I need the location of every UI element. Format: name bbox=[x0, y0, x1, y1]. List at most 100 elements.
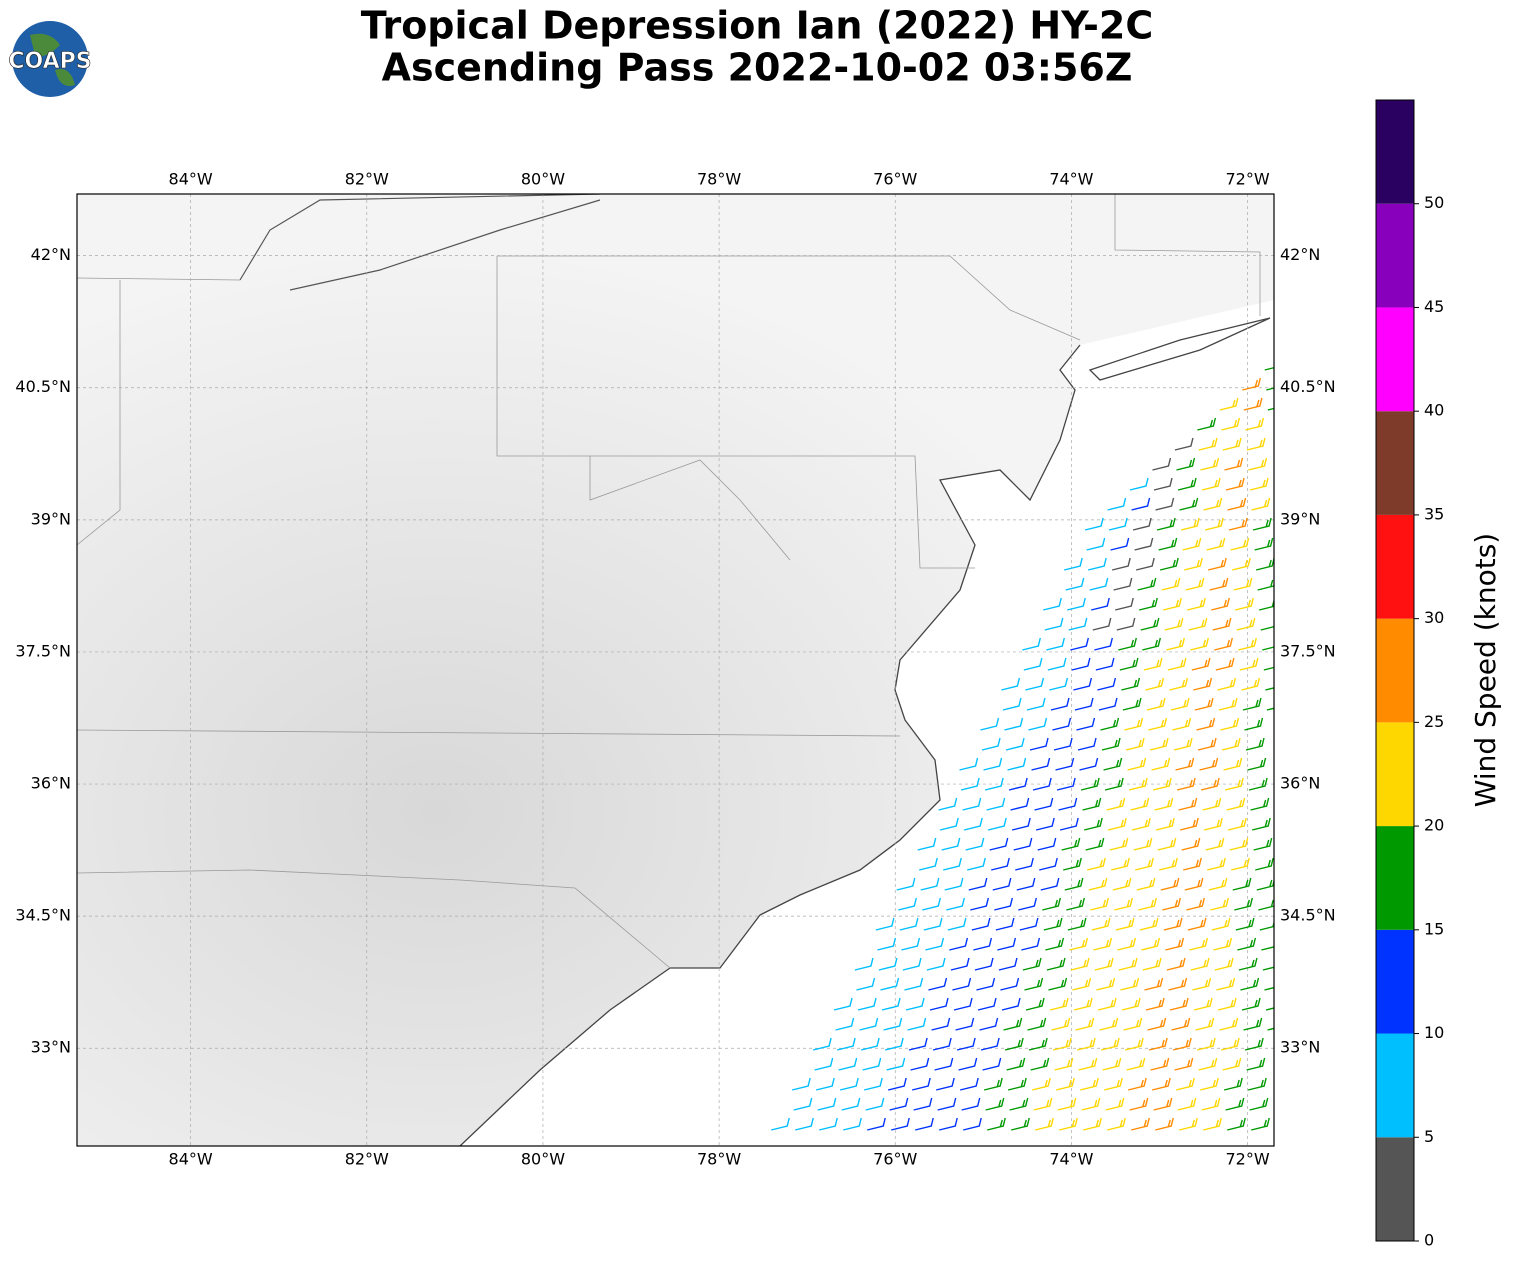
wind-barb bbox=[1052, 717, 1072, 731]
wind-barb bbox=[950, 957, 970, 971]
wind-barb bbox=[1118, 637, 1137, 651]
colorbar-tick-label: 0 bbox=[1424, 1231, 1434, 1250]
wind-barb bbox=[1161, 577, 1181, 591]
wind-barb bbox=[994, 897, 1013, 911]
x-tick-label: 74°W bbox=[1049, 170, 1093, 189]
wind-barb bbox=[1241, 677, 1261, 691]
wind-barb bbox=[1004, 1037, 1024, 1051]
wind-barb bbox=[1138, 897, 1157, 911]
wind-barb bbox=[1042, 897, 1061, 911]
y-tick-label: 36°N bbox=[31, 774, 71, 793]
wind-barb bbox=[1258, 899, 1274, 911]
wind-barb bbox=[1035, 1117, 1054, 1131]
wind-barb bbox=[1178, 797, 1198, 811]
wind-barb bbox=[1035, 817, 1055, 831]
wind-barb bbox=[1137, 577, 1157, 591]
wind-barb bbox=[1255, 857, 1274, 871]
wind-barb bbox=[1226, 797, 1246, 811]
wind-barb bbox=[1128, 777, 1148, 791]
wind-barb bbox=[1189, 937, 1209, 951]
long-island bbox=[1088, 317, 1271, 381]
wind-barb bbox=[1176, 457, 1196, 471]
wind-barb bbox=[1132, 517, 1152, 531]
wind-barb bbox=[1046, 637, 1065, 651]
y-tick-label: 37.5°N bbox=[1280, 641, 1336, 660]
wind-barb bbox=[1006, 1057, 1026, 1071]
wind-barb bbox=[1203, 1117, 1222, 1131]
colorbar-segment bbox=[1376, 100, 1414, 204]
wind-barb bbox=[1200, 457, 1220, 471]
wind-barb bbox=[1115, 917, 1135, 931]
wind-barb bbox=[1179, 1117, 1198, 1131]
wind-barb bbox=[908, 1037, 928, 1051]
colorbar-tick-label: 15 bbox=[1424, 919, 1444, 938]
colorbar-tick-label: 45 bbox=[1424, 297, 1444, 316]
wind-barb bbox=[1071, 657, 1091, 671]
wind-barb bbox=[1111, 857, 1130, 871]
wind-barb bbox=[1243, 1017, 1263, 1031]
wind-barb bbox=[815, 1077, 835, 1091]
wind-barb bbox=[1242, 697, 1262, 711]
wind-barb bbox=[833, 997, 853, 1011]
wind-barb bbox=[1158, 537, 1178, 551]
wind-barb bbox=[987, 817, 1007, 831]
wind-barb bbox=[1193, 677, 1213, 691]
x-tick-label: 80°W bbox=[521, 1150, 565, 1169]
wind-barb bbox=[1072, 977, 1092, 991]
wind-barb bbox=[1063, 557, 1083, 571]
wind-barb bbox=[1105, 1097, 1125, 1111]
wind-barb bbox=[1110, 537, 1130, 551]
wind-barb bbox=[1114, 897, 1133, 911]
wind-barb bbox=[1095, 657, 1115, 671]
wind-barb bbox=[1123, 1017, 1143, 1031]
wind-barb bbox=[1244, 1037, 1264, 1051]
wind-barb bbox=[1148, 1037, 1168, 1051]
wind-barb bbox=[1248, 457, 1268, 471]
wind-barb bbox=[1029, 737, 1049, 751]
title-line: Ascending Pass 2022-10-02 03:56Z bbox=[382, 46, 1133, 90]
wind-barb bbox=[1231, 857, 1250, 871]
wind-barb bbox=[1067, 597, 1086, 611]
wind-barb bbox=[1046, 957, 1066, 971]
wind-barb bbox=[1049, 997, 1069, 1011]
wind-barb bbox=[1107, 1117, 1126, 1131]
wind-barb bbox=[1097, 677, 1117, 691]
wind-barb bbox=[987, 1117, 1006, 1131]
wind-barb bbox=[1206, 537, 1226, 551]
wind-barb bbox=[1216, 977, 1236, 991]
wind-barb bbox=[1056, 777, 1076, 791]
wind-barb bbox=[1245, 417, 1265, 431]
wind-barb bbox=[1241, 997, 1261, 1011]
wind-barb bbox=[1049, 677, 1069, 691]
wind-barb bbox=[1251, 497, 1271, 511]
wind-barb bbox=[1220, 1037, 1240, 1051]
wind-barb bbox=[1228, 517, 1248, 531]
colorbar-segment bbox=[1376, 1033, 1414, 1138]
wind-barb bbox=[1196, 1037, 1216, 1051]
wind-barb bbox=[1156, 517, 1176, 531]
wind-barb bbox=[1251, 1117, 1270, 1131]
wind-barb bbox=[1093, 937, 1113, 951]
wind-barb bbox=[1033, 1097, 1053, 1111]
wind-barb bbox=[956, 1037, 976, 1051]
wind-barb bbox=[1211, 597, 1230, 611]
wind-barb bbox=[931, 1017, 951, 1031]
wind-barb bbox=[1109, 837, 1129, 851]
wind-barb bbox=[902, 957, 922, 971]
wind-barb bbox=[1054, 1057, 1074, 1071]
wind-barb bbox=[932, 1037, 952, 1051]
wind-barb bbox=[1252, 517, 1272, 531]
wind-barb bbox=[1097, 997, 1117, 1011]
wind-barb bbox=[1221, 737, 1241, 751]
wind-barb bbox=[959, 757, 979, 771]
colorbar-segment bbox=[1376, 722, 1414, 827]
wind-barb bbox=[1155, 497, 1175, 511]
wind-barb bbox=[944, 877, 964, 891]
wind-barb bbox=[985, 1097, 1005, 1111]
wind-barb bbox=[1199, 1077, 1219, 1091]
wind-barb bbox=[1055, 757, 1075, 771]
wind-barb bbox=[1025, 677, 1045, 691]
wind-barb bbox=[934, 1057, 954, 1071]
colorbar-tick-label: 40 bbox=[1424, 401, 1444, 420]
wind-barb bbox=[935, 1077, 955, 1091]
